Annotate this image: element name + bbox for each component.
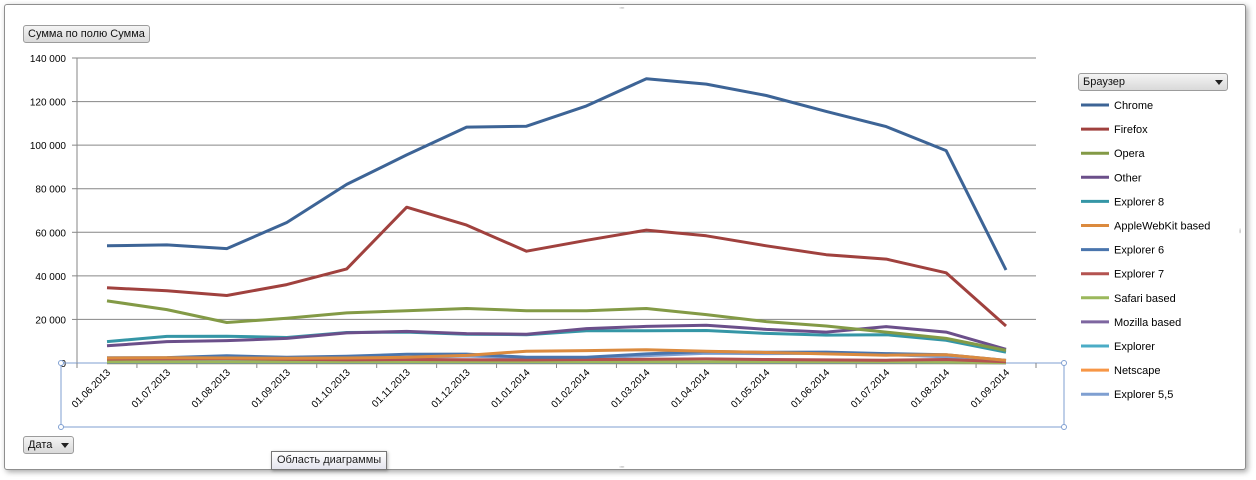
- y-tick-label: 40 000: [35, 272, 66, 283]
- legend-field-button-label: Браузер: [1083, 76, 1125, 88]
- legend-label: Mozilla based: [1114, 317, 1181, 329]
- series-line: [106, 299, 1007, 352]
- x-tick-label: 01.01.2014: [489, 367, 532, 410]
- axis-field-filter-button[interactable]: Дата: [23, 436, 75, 454]
- selection-handle: [58, 424, 64, 430]
- x-tick-label: 01.09.2013: [250, 367, 293, 410]
- y-tick-label: 60 000: [35, 228, 66, 239]
- legend-field-filter-button[interactable]: Браузер: [1078, 73, 1228, 91]
- y-tick-label: 20 000: [35, 315, 66, 326]
- legend-label: Netscape: [1114, 365, 1160, 377]
- series-line: [106, 77, 1008, 271]
- x-tick-label: 01.08.2014: [909, 367, 952, 410]
- x-tick-label: 01.06.2013: [70, 367, 113, 410]
- chevron-down-icon: [61, 442, 70, 448]
- y-tick-label: 80 000: [35, 185, 66, 196]
- value-field-button[interactable]: Сумма по полю Сумма: [23, 25, 150, 43]
- series-line: [106, 348, 1007, 362]
- legend-label: Safari based: [1114, 293, 1176, 305]
- x-tick-label: 01.12.2013: [430, 367, 473, 410]
- top-resize-handle[interactable]: ∙∙∙∙: [619, 3, 625, 12]
- x-tick-label: 01.07.2014: [849, 367, 892, 410]
- chart-area-tooltip: Область диаграммы: [271, 451, 388, 470]
- series-line: [106, 205, 1007, 328]
- x-tick-label: 01.03.2014: [609, 367, 652, 410]
- x-tick-label: 01.04.2014: [669, 367, 712, 410]
- legend-label: Other: [1114, 172, 1142, 184]
- chevron-down-icon: [1215, 80, 1223, 85]
- x-tick-label: 01.06.2014: [789, 367, 832, 410]
- legend-label: Explorer 8: [1114, 196, 1164, 208]
- x-tick-label: 01.07.2013: [130, 367, 173, 410]
- right-resize-handle[interactable]: ∙∙∙∙: [1236, 228, 1245, 233]
- x-tick-label: 01.11.2013: [370, 367, 413, 410]
- legend-label: Explorer 5,5: [1114, 389, 1173, 401]
- x-tick-label: 01.05.2014: [729, 367, 772, 410]
- series-line: [106, 350, 1007, 362]
- legend-label: Explorer: [1114, 341, 1155, 353]
- x-tick-label: 01.09.2014: [969, 367, 1012, 410]
- x-tick-label: 01.10.2013: [310, 367, 353, 410]
- axis-field-button-label: Дата: [28, 439, 53, 451]
- selection-handle: [1061, 424, 1067, 430]
- selection-handle: [1061, 360, 1067, 366]
- legend-label: Chrome: [1114, 100, 1153, 112]
- x-tick-label: 01.02.2014: [549, 367, 592, 410]
- x-tick-label: 01.08.2013: [190, 367, 233, 410]
- legend-label: Explorer 7: [1114, 269, 1164, 281]
- plot-area: [77, 58, 1036, 363]
- y-tick-label: 140 000: [30, 54, 67, 65]
- legend-label: Explorer 6: [1114, 245, 1164, 257]
- selection-handle: [58, 360, 64, 366]
- legend-label: Firefox: [1114, 124, 1148, 136]
- bottom-resize-handle[interactable]: ∙∙∙∙: [619, 462, 625, 471]
- y-tick-label: 120 000: [30, 98, 67, 109]
- value-field-button-label: Сумма по полю Сумма: [28, 28, 145, 40]
- legend-label: AppleWebKit based: [1114, 221, 1210, 233]
- y-tick-label: 100 000: [30, 141, 67, 152]
- legend-label: Opera: [1114, 148, 1145, 160]
- series-line: [107, 360, 1007, 365]
